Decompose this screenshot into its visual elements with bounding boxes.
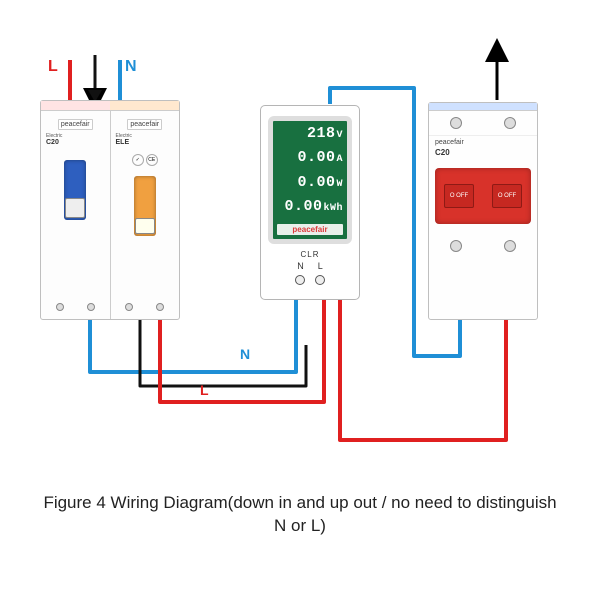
lcd-row-voltage: 218V: [277, 125, 343, 142]
lcd-row-current: 0.00A: [277, 149, 343, 166]
screw: [504, 117, 516, 129]
lever-left[interactable]: O OFF: [444, 184, 474, 208]
module1-text: ElectricC20: [46, 133, 62, 147]
brand-label: peacefair: [127, 119, 162, 130]
brand-label: peacefair: [58, 119, 93, 130]
label-L-meter: L: [200, 382, 209, 398]
meter-terminals: [295, 275, 325, 285]
lever-right[interactable]: O OFF: [492, 184, 522, 208]
din-meter: 218V 0.00A 0.00W 0.00kWh peacefair CLR N…: [260, 105, 360, 300]
label-L-in: L: [48, 58, 58, 76]
label-N-in: N: [125, 58, 137, 76]
model-label: C20: [435, 148, 531, 157]
terminal-N[interactable]: [295, 275, 305, 285]
lcd-row-power: 0.00W: [277, 174, 343, 191]
wire-ground: [140, 320, 306, 386]
arrow-up-icon: [490, 48, 504, 62]
breaker-right: peacefair C20 O OFF O OFF: [428, 102, 538, 320]
screw: [450, 117, 462, 129]
lcd-row-energy: 0.00kWh: [277, 198, 343, 215]
label-N-meter: N: [240, 346, 250, 362]
wire-L meter→right: [340, 300, 506, 440]
screw: [504, 240, 516, 252]
cert-icons: ✓CE: [132, 154, 158, 166]
screw: [450, 240, 462, 252]
meter-clr-label[interactable]: CLR: [300, 250, 319, 259]
brand-label: peacefair: [435, 139, 531, 146]
breaker-left-module-1: peacefair ElectricC20: [41, 111, 111, 319]
meter-lcd: 218V 0.00A 0.00W 0.00kWh peacefair: [268, 116, 352, 244]
screw: [156, 303, 164, 311]
screw: [125, 303, 133, 311]
toggle-orange[interactable]: [134, 176, 156, 236]
meter-brand: peacefair: [277, 224, 343, 235]
screw: [87, 303, 95, 311]
toggle-blue[interactable]: [64, 160, 86, 220]
breaker-left: peacefair ElectricC20 peacefair Electric…: [40, 100, 180, 320]
screw: [56, 303, 64, 311]
figure-caption: Figure 4 Wiring Diagram(down in and up o…: [0, 492, 600, 538]
breaker-left-module-2: peacefair ElectricELE ✓CE: [111, 111, 180, 319]
red-switch[interactable]: O OFF O OFF: [435, 168, 531, 224]
module2-text: ElectricELE: [116, 133, 132, 147]
meter-nl-labels: NL: [297, 261, 323, 271]
terminal-L[interactable]: [315, 275, 325, 285]
